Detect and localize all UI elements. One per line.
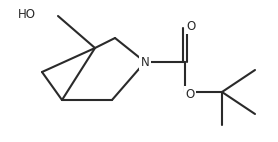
Text: HO: HO xyxy=(18,8,36,20)
Text: N: N xyxy=(141,56,149,68)
Text: O: O xyxy=(185,87,195,101)
Text: O: O xyxy=(186,19,196,33)
